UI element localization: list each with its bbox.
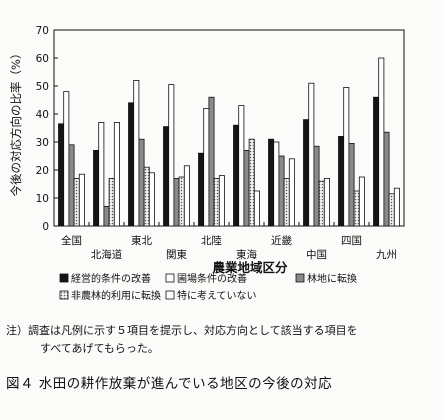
bar (63, 91, 70, 227)
legend-swatch (295, 273, 305, 283)
bar (108, 177, 115, 227)
chart-bars (58, 57, 400, 227)
legend-swatch (59, 273, 69, 283)
bar (383, 131, 390, 227)
bar (203, 108, 210, 227)
legend-label: 圃場条件の改善 (177, 272, 247, 285)
bar (148, 172, 155, 227)
footnote-line-1: 注）調査は凡例に示す５項目を提示し、対応方向として該当する項目を (6, 324, 358, 337)
x-tick-label: 北海道 (91, 248, 123, 261)
y-tick-label: 40 (36, 109, 49, 121)
x-tick-label: 北陸 (201, 234, 222, 247)
bar (128, 102, 135, 227)
bar (253, 190, 260, 227)
bar (343, 87, 350, 227)
bar (288, 158, 295, 227)
bar (233, 124, 240, 227)
y-axis-label: 今後の対応方向の比率（%） (9, 48, 23, 197)
bar (138, 138, 145, 227)
bar (323, 177, 330, 227)
bar (133, 80, 140, 227)
y-tick-label: 30 (36, 137, 49, 149)
bar (378, 57, 385, 227)
chart-axes: 0 10 20 30 40 50 60 70 (36, 25, 405, 233)
bar (238, 105, 245, 227)
y-tick-label: 10 (36, 193, 49, 205)
bar (143, 166, 150, 227)
figure-caption: 図４ 水田の耕作放棄が進んでいる地区の今後の対応 (6, 376, 333, 392)
y-tick-label: 20 (36, 165, 49, 177)
legend-label: 特に考えていない (177, 290, 257, 302)
footnote-line-2: すべてあげてもらった。 (40, 342, 159, 355)
y-tick-label: 50 (36, 81, 49, 93)
bar (278, 155, 285, 227)
bar (73, 177, 80, 227)
bar (283, 177, 290, 227)
bar (168, 84, 175, 227)
bar (348, 142, 355, 227)
y-tick-label: 70 (36, 25, 49, 37)
legend-swatch (165, 290, 175, 300)
bar (338, 135, 345, 227)
bar (243, 149, 250, 227)
bar (273, 141, 280, 227)
legend-label: 非農林的利用に転換 (71, 289, 161, 302)
bar (98, 122, 105, 227)
bar (78, 173, 85, 227)
bar (373, 96, 380, 227)
x-tick-label: 全国 (61, 234, 82, 247)
bar (218, 175, 225, 227)
bar (353, 190, 360, 227)
bar (163, 126, 170, 227)
legend-label: 林地に転換 (307, 272, 357, 285)
bar (308, 82, 315, 227)
bar (303, 119, 310, 227)
x-tick-label: 四国 (341, 235, 362, 247)
y-tick-label: 60 (36, 53, 49, 65)
x-tick-label: 関東 (166, 248, 187, 261)
x-tick-label: 東北 (131, 234, 152, 247)
x-axis-label: 農業地域区分 (212, 260, 288, 275)
legend-swatch (165, 273, 175, 283)
bar (358, 176, 365, 227)
bar (58, 123, 65, 227)
bar (313, 145, 320, 227)
legend-label: 経営的条件の改善 (71, 272, 151, 285)
x-tick-label: 東海 (236, 248, 257, 261)
bar (173, 177, 180, 227)
bar (213, 177, 220, 227)
bar (208, 96, 215, 227)
footnote: 注）調査は凡例に示す５項目を提示し、対応方向として該当する項目を すべてあげても… (6, 322, 436, 358)
x-tick-label: 九州 (376, 249, 397, 261)
bar (393, 187, 400, 227)
bar (178, 176, 185, 227)
x-tick-label: 中国 (306, 248, 327, 261)
x-tick-label: 近畿 (271, 234, 292, 247)
y-tick-label: 0 (42, 221, 49, 233)
bar (68, 144, 75, 227)
bar (93, 149, 100, 227)
bar (268, 138, 275, 227)
bar (248, 138, 255, 227)
bar (183, 165, 190, 227)
legend-swatch (59, 290, 69, 300)
bar (318, 180, 325, 227)
bar (198, 152, 205, 227)
bar (113, 122, 120, 227)
bar (103, 205, 110, 227)
bar (388, 193, 395, 227)
